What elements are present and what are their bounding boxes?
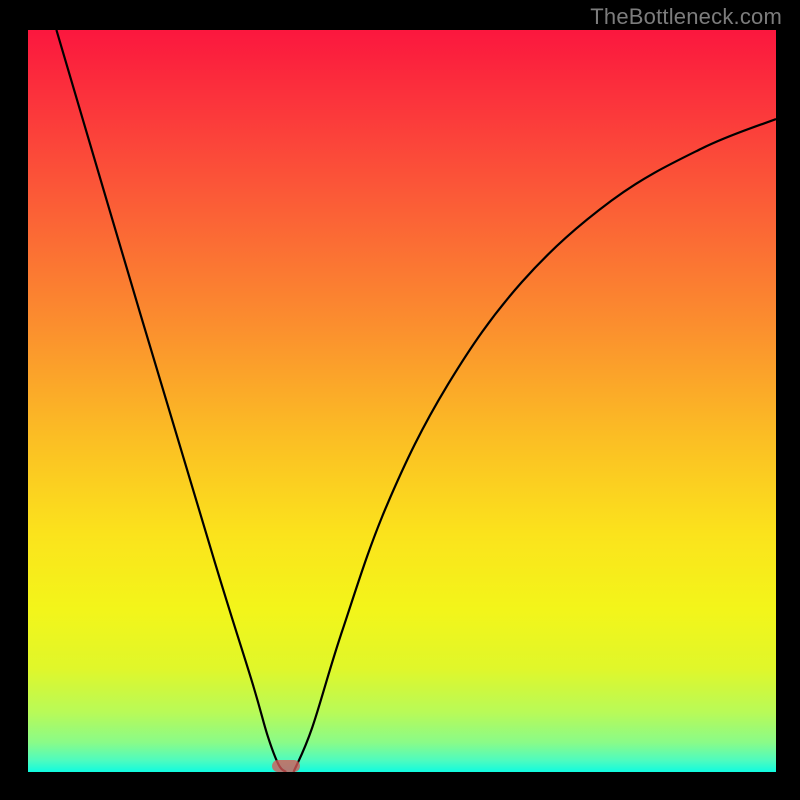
watermark-text: TheBottleneck.com bbox=[590, 4, 782, 30]
minimum-marker bbox=[272, 760, 300, 772]
curve-left-branch bbox=[56, 30, 286, 772]
v-curve bbox=[28, 30, 776, 772]
plot-area bbox=[28, 30, 776, 772]
curve-right-branch bbox=[294, 119, 776, 772]
chart-frame: TheBottleneck.com bbox=[0, 0, 800, 800]
